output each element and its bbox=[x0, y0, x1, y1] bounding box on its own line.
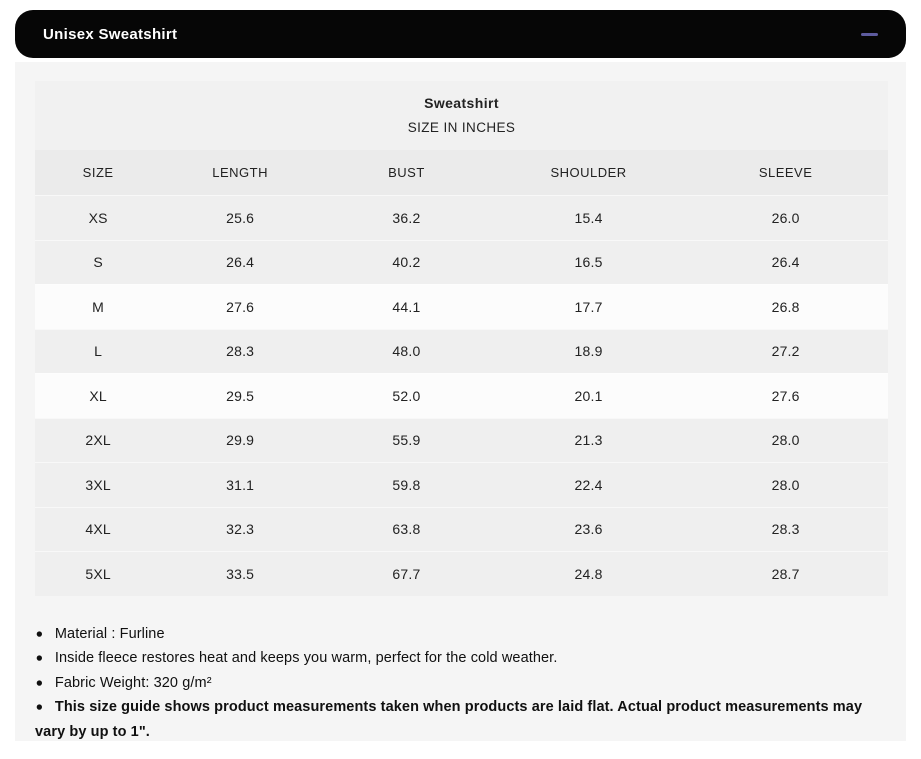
size-table: Sweatshirt SIZE IN INCHES SIZE LENGTH BU… bbox=[35, 81, 888, 596]
size-guide-accordion-header[interactable]: Unisex Sweatshirt bbox=[15, 10, 906, 58]
size-cell: 2XL bbox=[85, 432, 111, 449]
note-item-material: ● Material : Furline bbox=[35, 622, 894, 647]
table-header-row: SIZE LENGTH BUST SHOULDER SLEEVE bbox=[35, 150, 888, 195]
table-row-l: L 28.3 48.0 18.9 27.2 bbox=[35, 328, 888, 373]
table-row-4xl: 4XL 32.3 63.8 23.6 28.3 bbox=[35, 506, 888, 551]
length-cell: 25.6 bbox=[226, 209, 255, 226]
table-row-s: S 26.4 40.2 16.5 26.4 bbox=[35, 239, 888, 284]
collapse-minus-icon[interactable] bbox=[852, 24, 878, 44]
note-item-size-guide-disclaimer: ● This size guide shows product measureme… bbox=[35, 695, 894, 744]
sleeve-cell: 28.7 bbox=[771, 565, 800, 582]
note-item-fabric-weight: ● Fabric Weight: 320 g/m² bbox=[35, 671, 894, 696]
column-header-size: SIZE bbox=[82, 165, 114, 180]
bust-cell: 52.0 bbox=[392, 387, 421, 404]
shoulder-cell: 15.4 bbox=[574, 209, 603, 226]
length-cell: 26.4 bbox=[226, 254, 255, 271]
table-row-3xl: 3XL 31.1 59.8 22.4 28.0 bbox=[35, 462, 888, 507]
column-header-shoulder: SHOULDER bbox=[550, 165, 627, 180]
bullet-icon: ● bbox=[35, 676, 44, 690]
bullet-icon: ● bbox=[35, 700, 44, 715]
shoulder-cell: 23.6 bbox=[574, 521, 603, 538]
note-text: This size guide shows product measuremen… bbox=[35, 699, 863, 741]
bust-cell: 55.9 bbox=[392, 432, 421, 449]
size-guide-panel: Sweatshirt SIZE IN INCHES SIZE LENGTH BU… bbox=[15, 62, 906, 741]
size-cell: XL bbox=[89, 387, 107, 404]
bullet-icon: ● bbox=[35, 626, 44, 641]
size-cell: 5XL bbox=[85, 565, 111, 582]
table-row-m: M 27.6 44.1 17.7 26.8 bbox=[35, 284, 888, 329]
table-row-2xl: 2XL 29.9 55.9 21.3 28.0 bbox=[35, 417, 888, 462]
column-header-bust: BUST bbox=[388, 165, 425, 180]
note-text: Fabric Weight: 320 g/m² bbox=[54, 674, 212, 691]
shoulder-cell: 18.9 bbox=[574, 343, 603, 360]
bust-cell: 44.1 bbox=[392, 298, 421, 315]
sleeve-cell: 26.8 bbox=[771, 298, 800, 315]
sleeve-cell: 28.3 bbox=[771, 521, 800, 538]
bullet-icon: ● bbox=[35, 651, 44, 665]
length-cell: 31.1 bbox=[226, 476, 255, 493]
size-cell: M bbox=[92, 298, 105, 315]
length-cell: 29.5 bbox=[226, 387, 255, 404]
table-title: Sweatshirt bbox=[424, 95, 499, 111]
column-header-sleeve: SLEEVE bbox=[758, 165, 813, 180]
bust-cell: 63.8 bbox=[392, 521, 421, 538]
bust-cell: 59.8 bbox=[392, 476, 421, 493]
sleeve-cell: 28.0 bbox=[771, 432, 800, 449]
sleeve-cell: 27.2 bbox=[771, 343, 800, 360]
bust-cell: 36.2 bbox=[392, 209, 421, 226]
shoulder-cell: 16.5 bbox=[574, 254, 603, 271]
size-cell: S bbox=[93, 254, 103, 271]
sleeve-cell: 26.0 bbox=[771, 209, 800, 226]
accordion-title: Unisex Sweatshirt bbox=[43, 25, 178, 43]
sleeve-cell: 27.6 bbox=[771, 387, 800, 404]
size-cell: 3XL bbox=[85, 476, 111, 493]
table-row-xl: XL 29.5 52.0 20.1 27.6 bbox=[35, 373, 888, 418]
shoulder-cell: 17.7 bbox=[574, 298, 603, 315]
note-text: Inside fleece restores heat and keeps yo… bbox=[54, 650, 558, 667]
bust-cell: 40.2 bbox=[392, 254, 421, 271]
table-row-xs: XS 25.6 36.2 15.4 26.0 bbox=[35, 195, 888, 240]
length-cell: 32.3 bbox=[226, 521, 255, 538]
note-text: Material : Furline bbox=[54, 625, 165, 642]
size-cell: 4XL bbox=[85, 521, 111, 538]
table-subtitle: SIZE IN INCHES bbox=[407, 120, 516, 135]
sleeve-cell: 26.4 bbox=[771, 254, 800, 271]
bust-cell: 67.7 bbox=[392, 565, 421, 582]
size-cell: L bbox=[94, 343, 103, 360]
column-header-length: LENGTH bbox=[212, 165, 268, 180]
bust-cell: 48.0 bbox=[392, 343, 421, 360]
length-cell: 29.9 bbox=[226, 432, 255, 449]
shoulder-cell: 21.3 bbox=[574, 432, 603, 449]
size-cell: XS bbox=[88, 209, 108, 226]
minus-icon-bar bbox=[861, 32, 878, 36]
shoulder-cell: 22.4 bbox=[574, 476, 603, 493]
shoulder-cell: 20.1 bbox=[574, 387, 603, 404]
length-cell: 27.6 bbox=[226, 298, 255, 315]
table-row-5xl: 5XL 33.5 67.7 24.8 28.7 bbox=[35, 551, 888, 596]
sleeve-cell: 28.0 bbox=[771, 476, 800, 493]
length-cell: 33.5 bbox=[226, 565, 255, 582]
note-item-fleece: ● Inside fleece restores heat and keeps y… bbox=[35, 646, 894, 671]
table-title-block: Sweatshirt SIZE IN INCHES bbox=[35, 81, 888, 150]
product-notes: ● Material : Furline ● Inside fleece resto… bbox=[35, 622, 894, 745]
length-cell: 28.3 bbox=[226, 343, 255, 360]
shoulder-cell: 24.8 bbox=[574, 565, 603, 582]
